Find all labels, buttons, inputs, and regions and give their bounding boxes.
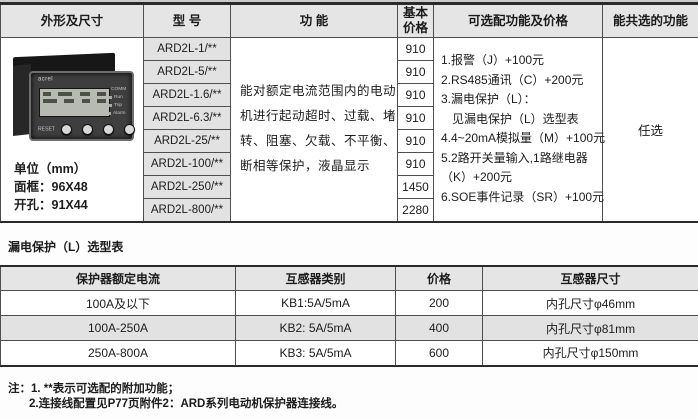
header-price: 价格 — [395, 265, 483, 291]
led-dot-icon — [109, 103, 112, 107]
footnote-1: 注：1. **表示可选配的附加功能； — [8, 382, 180, 395]
price-cell: 910 — [397, 83, 434, 107]
led-dot-icon — [109, 111, 112, 115]
optional-line: 4.4~20mA模拟量（M）+100元 — [441, 131, 606, 146]
dimension-frame: 面框：96X48 — [14, 180, 88, 194]
current-cell: 250A-800A — [0, 340, 236, 366]
price-cell: 400 — [395, 315, 483, 341]
optional-line: 5.2路开关量输入,1路继电器 — [441, 150, 588, 165]
optional-line: 1.报警（J）+100元 — [441, 53, 545, 68]
header-appearance: 外形及尺寸 — [0, 3, 144, 38]
footnote-2: 2.连接线配置见P77页附件2：ARD系列电动机保护器连接线。 — [29, 397, 344, 410]
function-line: 机进行起动超时、过载、堵 — [240, 109, 397, 124]
device-reset-label: RESET — [38, 126, 56, 132]
product-table: 外形及尺寸 型 号 功 能 基本价格 可选配功能及价格 能共选的功能 acrel — [0, 2, 698, 223]
device-button-icon — [103, 124, 114, 135]
device-lcd-display — [39, 88, 110, 117]
optional-functions-cell: 1.报警（J）+100元 2.RS485通讯（C）+200元 3.漏电保护（L）… — [433, 37, 606, 222]
model-cell: ARD2L-5/** — [143, 60, 231, 84]
footnotes: 注：1. **表示可选配的附加功能； 2.连接线配置见P77页附件2：ARD系列… — [8, 382, 698, 411]
scan-edge — [0, 0, 698, 2]
table-row: ARD2L-1.6/** 910 — [1, 83, 698, 107]
optional-line: 6.SOE事件记录（SR）+100元 — [441, 189, 605, 204]
device-button-icon — [82, 124, 93, 135]
function-line: 转、阻塞、欠载、不平衡、 — [240, 134, 397, 149]
optional-line: 见漏电保护（L）选型表 — [452, 111, 579, 126]
price-cell: 2280 — [397, 198, 434, 222]
price-cell: 200 — [395, 290, 483, 316]
header-rated-current: 保护器额定电流 — [0, 265, 236, 291]
product-table-header-row: 外形及尺寸 型 号 功 能 基本价格 可选配功能及价格 能共选的功能 — [0, 3, 698, 38]
transformer-cell: KB2: 5A/5mA — [235, 315, 396, 341]
price-cell: 910 — [397, 152, 434, 176]
price-cell: 910 — [397, 60, 434, 84]
device-button-icon — [124, 124, 135, 135]
lcd-line — [40, 89, 109, 96]
dimension-hole: 开孔：91X44 — [14, 198, 88, 212]
optional-line: 3.漏电保护（L）： — [441, 92, 536, 107]
table-row: ARD2L-5/** 910 — [1, 60, 698, 84]
size-cell: 内孔尺寸φ46mm — [482, 290, 698, 316]
header-model: 型 号 — [143, 3, 231, 38]
device-logo: acrel — [38, 76, 54, 82]
price-cell: 910 — [397, 129, 434, 153]
table-row: acrel COMM Run Trip Alarm RESET — [0, 37, 698, 222]
shared-functions-cell: 任选 — [602, 37, 698, 222]
header-transformer-size: 互感器尺寸 — [482, 265, 698, 291]
leakage-selection-table: 保护器额定电流 互感器类别 价格 互感器尺寸 100A及以下 KB1:5A/5m… — [0, 264, 698, 367]
function-line: 能对额定电流范围内的电动 — [240, 84, 397, 99]
table-row: ARD2L-25/** 910 — [1, 129, 698, 153]
price-cell: 1450 — [397, 175, 434, 199]
function-line: 断相等保护，液晶显示 — [240, 159, 371, 174]
header-function: 功 能 — [230, 3, 398, 38]
table-row: 100A-250A KB2: 5A/5mA 400 内孔尺寸φ81mm — [0, 315, 698, 341]
current-cell: 100A及以下 — [0, 290, 236, 316]
transformer-cell: KB3: 5A/5mA — [235, 340, 396, 366]
header-shared: 能共选的功能 — [602, 3, 698, 38]
device-front-panel: acrel COMM Run Trip Alarm RESET — [29, 71, 135, 141]
model-cell: ARD2L-800/** — [143, 198, 231, 222]
led-comm: COMM — [111, 86, 127, 92]
optional-line: （K）+200元 — [441, 170, 513, 185]
table-row: 250A-800A KB3: 5A/5mA 600 内孔尺寸φ150mm — [0, 340, 698, 366]
model-cell: ARD2L-1.6/** — [143, 83, 231, 107]
lcd-line — [40, 96, 109, 103]
model-cell: ARD2L-1/** — [143, 37, 231, 61]
product-photo: acrel COMM Run Trip Alarm RESET — [5, 41, 135, 155]
model-cell: ARD2L-6.3/** — [143, 106, 231, 130]
size-cell: 内孔尺寸φ150mm — [482, 340, 698, 366]
led-run: Run — [109, 93, 129, 101]
optional-line: 2.RS485通讯（C）+200元 — [441, 72, 584, 87]
transformer-cell: KB1:5A/5mA — [235, 290, 396, 316]
appearance-cell: acrel COMM Run Trip Alarm RESET — [0, 37, 144, 222]
current-cell: 100A-250A — [0, 315, 236, 341]
model-cell: ARD2L-25/** — [143, 129, 231, 153]
dimension-unit: 单位（mm） — [14, 162, 87, 176]
header-transformer-type: 互感器类别 — [235, 265, 396, 291]
header-base-price: 基本价格 — [397, 3, 434, 38]
table-row: 100A及以下 KB1:5A/5mA 200 内孔尺寸φ46mm — [0, 290, 698, 316]
function-cell: 能对额定电流范围内的电动 机进行起动超时、过载、堵 转、阻塞、欠载、不平衡、 断… — [230, 37, 398, 222]
led-alarm: Alarm — [109, 109, 129, 117]
led-trip: Trip — [109, 101, 129, 109]
price-cell: 910 — [397, 106, 434, 130]
price-cell: 600 — [395, 340, 483, 366]
table-row: ARD2L-800/** 2280 — [1, 198, 698, 222]
header-optional: 可选配功能及价格 — [433, 3, 603, 38]
device-led-column: COMM Run Trip Alarm — [109, 85, 129, 117]
selection-table-header-row: 保护器额定电流 互感器类别 价格 互感器尺寸 — [0, 265, 698, 291]
model-cell: ARD2L-250/** — [143, 175, 231, 199]
selection-table-title: 漏电保护（L）选型表 — [8, 239, 124, 254]
model-cell: ARD2L-100/** — [143, 152, 231, 176]
size-cell: 内孔尺寸φ81mm — [482, 315, 698, 341]
price-cell: 910 — [397, 37, 434, 61]
device-buttons — [61, 124, 135, 135]
device-button-icon — [61, 124, 72, 135]
led-dot-icon — [109, 95, 112, 99]
table-row: ARD2L-250/** 1450 — [1, 175, 698, 199]
dimension-info: 单位（mm） 面框：96X48 开孔：91X44 — [14, 160, 143, 214]
